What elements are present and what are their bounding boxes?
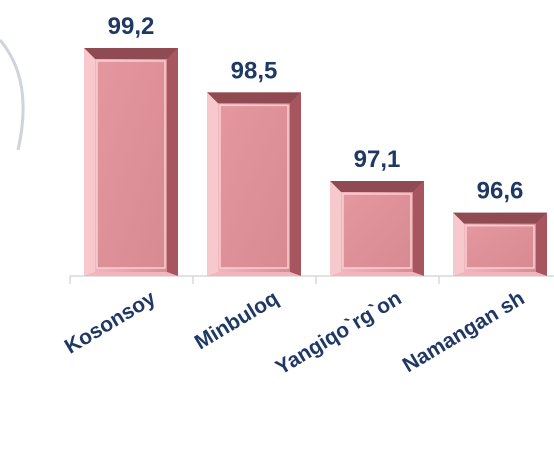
bar	[453, 212, 547, 276]
bar	[330, 181, 424, 276]
value-label: 96,6	[477, 178, 524, 205]
value-label: 99,2	[108, 13, 155, 40]
bar	[207, 92, 301, 276]
category-label: Minbuloq	[191, 287, 283, 355]
category-label: Namangan sh	[399, 287, 529, 378]
category-label: Yangiqo`rg`on	[272, 287, 406, 380]
value-labels-group: 99,2 98,5 97,1 96,6	[108, 13, 524, 205]
left-decoration-arc	[0, 39, 25, 151]
value-label: 98,5	[231, 57, 278, 84]
value-label: 97,1	[354, 146, 401, 173]
bars-group	[84, 48, 547, 276]
x-axis-ticks	[69, 276, 440, 284]
bar	[84, 48, 178, 276]
category-label: Kosonsoy	[61, 286, 160, 358]
